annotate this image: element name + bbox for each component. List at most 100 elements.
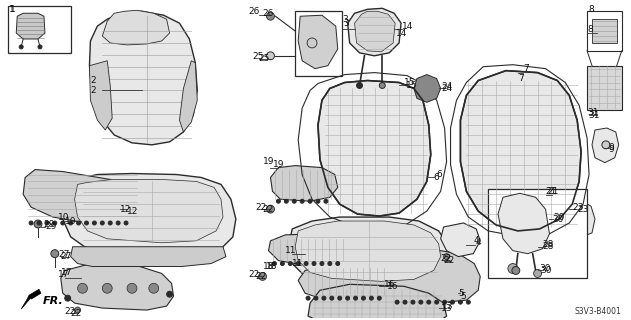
Polygon shape: [271, 166, 338, 201]
Text: 7: 7: [522, 64, 529, 73]
Polygon shape: [102, 10, 170, 45]
Circle shape: [85, 221, 88, 225]
Circle shape: [508, 264, 518, 274]
Polygon shape: [592, 128, 619, 163]
Circle shape: [442, 300, 447, 304]
Circle shape: [324, 199, 328, 203]
Circle shape: [336, 261, 339, 266]
Text: 8: 8: [588, 5, 594, 14]
Polygon shape: [414, 75, 440, 102]
Circle shape: [65, 295, 71, 301]
Polygon shape: [389, 249, 480, 303]
Circle shape: [403, 300, 407, 304]
Text: 15: 15: [404, 78, 416, 87]
Text: 10: 10: [58, 212, 69, 221]
Text: 3: 3: [344, 19, 350, 28]
Circle shape: [300, 199, 304, 203]
Circle shape: [362, 296, 365, 300]
Circle shape: [280, 261, 285, 266]
Text: 31: 31: [588, 111, 599, 120]
Circle shape: [602, 141, 610, 149]
Circle shape: [34, 220, 42, 228]
Text: 7: 7: [518, 74, 524, 83]
Circle shape: [259, 272, 266, 280]
Polygon shape: [295, 221, 440, 281]
Text: 20: 20: [552, 214, 564, 224]
Polygon shape: [90, 11, 198, 145]
Circle shape: [466, 300, 470, 304]
Polygon shape: [288, 217, 449, 288]
Text: 16: 16: [384, 280, 396, 289]
Circle shape: [100, 221, 104, 225]
Circle shape: [266, 12, 274, 20]
Text: 9: 9: [609, 143, 615, 152]
Circle shape: [512, 267, 520, 275]
Circle shape: [116, 221, 120, 225]
Text: 25: 25: [252, 52, 264, 61]
Polygon shape: [298, 15, 338, 69]
Polygon shape: [461, 71, 581, 231]
Circle shape: [306, 296, 310, 300]
Circle shape: [411, 300, 415, 304]
Polygon shape: [565, 201, 595, 237]
Circle shape: [312, 261, 316, 266]
Polygon shape: [21, 289, 41, 309]
Circle shape: [320, 261, 324, 266]
Circle shape: [316, 199, 320, 203]
Text: 4: 4: [473, 236, 479, 245]
Polygon shape: [74, 180, 223, 243]
Text: 23: 23: [572, 203, 584, 212]
Circle shape: [534, 269, 541, 277]
Polygon shape: [592, 19, 616, 43]
Circle shape: [29, 221, 33, 225]
Circle shape: [419, 300, 423, 304]
Circle shape: [288, 261, 292, 266]
Polygon shape: [440, 223, 480, 257]
Polygon shape: [23, 170, 140, 224]
Text: 16: 16: [387, 282, 399, 291]
Text: 2: 2: [90, 76, 96, 85]
Text: 19: 19: [273, 160, 284, 169]
Circle shape: [19, 45, 23, 49]
Text: 6: 6: [433, 173, 439, 182]
Text: FR.: FR.: [43, 296, 64, 306]
Text: 24: 24: [442, 82, 453, 91]
Text: 21: 21: [548, 187, 559, 196]
Text: 29: 29: [45, 222, 56, 231]
Text: 11: 11: [285, 246, 297, 255]
Text: 31: 31: [587, 108, 599, 117]
Circle shape: [328, 261, 332, 266]
Text: 21: 21: [546, 187, 557, 196]
Circle shape: [451, 300, 454, 304]
Text: 22: 22: [444, 256, 455, 265]
Text: 1: 1: [9, 5, 15, 14]
Circle shape: [459, 300, 463, 304]
Circle shape: [69, 221, 73, 225]
Text: 25: 25: [259, 54, 270, 63]
Polygon shape: [71, 247, 226, 267]
Circle shape: [369, 296, 374, 300]
Circle shape: [308, 199, 312, 203]
Circle shape: [427, 300, 431, 304]
Text: 23: 23: [577, 204, 589, 214]
Text: 19: 19: [262, 157, 274, 166]
Circle shape: [307, 38, 317, 48]
Text: 24: 24: [442, 84, 453, 93]
Circle shape: [338, 296, 342, 300]
Circle shape: [51, 250, 59, 258]
Text: 12: 12: [127, 207, 138, 216]
Polygon shape: [295, 11, 342, 76]
Text: 22: 22: [256, 203, 267, 212]
Circle shape: [127, 283, 137, 293]
Text: 28: 28: [543, 242, 554, 251]
Text: 22: 22: [249, 270, 260, 279]
Circle shape: [296, 261, 300, 266]
Circle shape: [322, 296, 326, 300]
Polygon shape: [355, 11, 395, 52]
Circle shape: [285, 199, 288, 203]
Circle shape: [45, 221, 49, 225]
Circle shape: [61, 221, 65, 225]
Circle shape: [38, 45, 42, 49]
Text: 29: 29: [43, 220, 54, 229]
Text: 27: 27: [59, 250, 70, 259]
